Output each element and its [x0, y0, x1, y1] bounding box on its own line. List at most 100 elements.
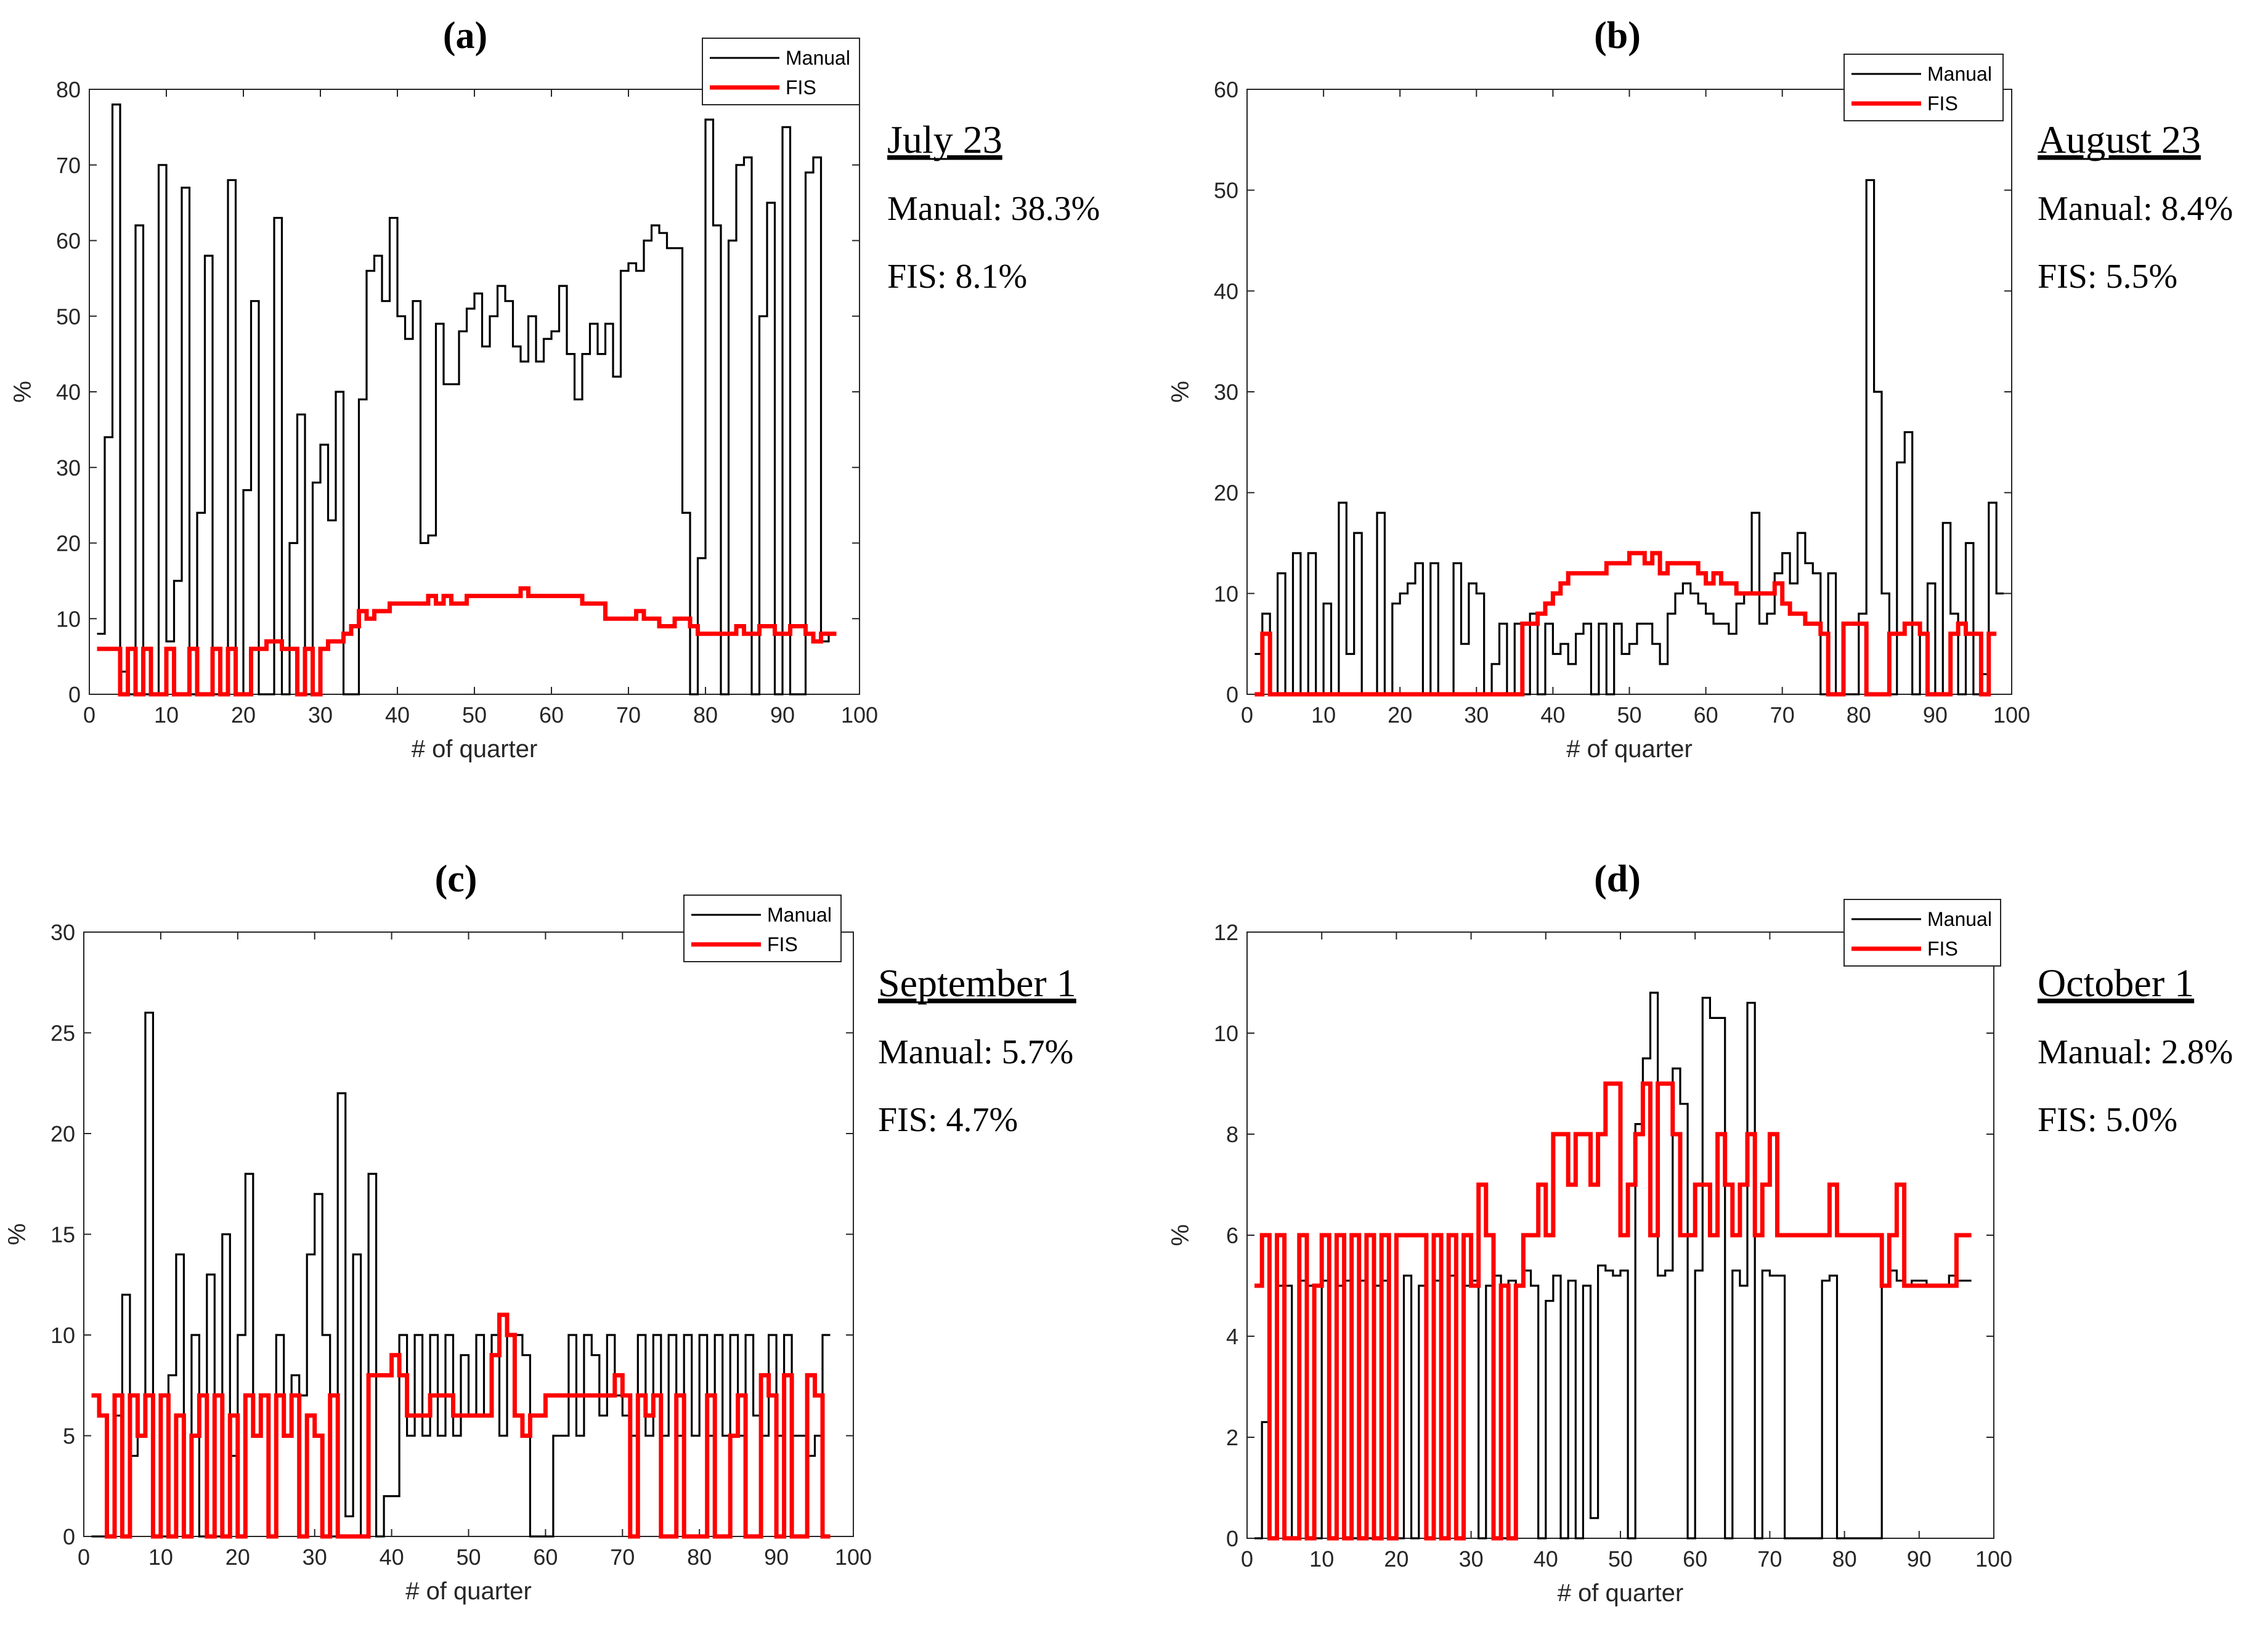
x-tick-label: 100 — [1975, 1546, 2012, 1572]
x-tick-label: 70 — [1770, 702, 1795, 728]
x-tick-label: 100 — [835, 1544, 872, 1570]
y-tick-label: 40 — [56, 379, 81, 405]
y-axis-label: % — [9, 381, 36, 403]
annotation-manual-percentage: Manual: 8.4% — [2038, 190, 2233, 228]
series-line-fis — [91, 1312, 831, 1539]
y-tick-label: 12 — [1214, 920, 1238, 945]
chart-panel-b: (b)0 10 20 30 40 50 60 70 80 90 1000102030405060# … — [1167, 15, 2233, 763]
legend-box — [1843, 54, 2004, 121]
x-tick-label: 60 — [1683, 1546, 1707, 1572]
series-line-fis — [97, 586, 837, 697]
y-tick-label: 70 — [56, 153, 81, 178]
x-tick-label: 10 — [148, 1544, 173, 1570]
annotation-date: September 1 — [878, 961, 1076, 1005]
y-tick-label: 40 — [1214, 278, 1238, 304]
annotation-fis-percentage: FIS: 5.5% — [2038, 258, 2177, 296]
legend: Manual FIS — [683, 895, 842, 962]
y-tick-label: 30 — [56, 455, 81, 481]
x-tick-label: 80 — [687, 1544, 712, 1570]
annotation-manual-percentage: Manual: 38.3% — [887, 190, 1100, 228]
chart-panel-c: (c) 0 10 20 30 40 50 60 70 80 90 100 0 5 10 15 20 25 30 # o… — [4, 858, 1076, 1605]
y-axis-label: % — [1167, 381, 1194, 403]
x-tick-label: 80 — [1832, 1546, 1857, 1572]
x-tick-label: 40 — [1540, 702, 1565, 728]
legend-entry-fis: FIS — [1927, 92, 1958, 115]
x-axis-label: # of quarter — [1566, 736, 1693, 763]
legend-box — [683, 895, 842, 962]
x-tick-label: 40 — [385, 702, 410, 728]
x-tick-label: 0 — [78, 1544, 90, 1570]
x-tick-label: 100 — [841, 702, 878, 728]
series-line-manual — [1254, 991, 1972, 1540]
annotation-fis-percentage: FIS: 8.1% — [887, 258, 1027, 296]
y-tick-label: 15 — [51, 1222, 75, 1248]
x-tick-label: 40 — [380, 1544, 404, 1570]
y-tick-label: 50 — [1214, 178, 1238, 203]
legend: Manual FIS — [1843, 899, 2001, 967]
y-tick-label: 0 — [1226, 682, 1238, 707]
legend-entry-fis: FIS — [1927, 938, 1958, 960]
y-tick-label: 20 — [56, 531, 81, 556]
y-tick-label: 6 — [1226, 1223, 1238, 1248]
annotation-block: September 1 Manual: 5.7% FIS: 4.7% — [878, 961, 1076, 1139]
legend-entry-manual: Manual — [1927, 63, 1992, 85]
y-tick-label: 8 — [1226, 1122, 1238, 1147]
annotation-fis-percentage: FIS: 4.7% — [878, 1101, 1018, 1139]
x-tick-label: 20 — [1384, 1546, 1408, 1572]
x-tick-label: 60 — [533, 1544, 558, 1570]
series-line-manual — [91, 1012, 831, 1538]
legend: Manual FIS — [702, 38, 860, 105]
x-tick-label: 20 — [231, 702, 256, 728]
y-tick-label: 60 — [1214, 77, 1238, 102]
panel-title: (a) — [443, 15, 487, 57]
y-tick-label: 30 — [1214, 379, 1238, 405]
x-tick-label: 60 — [1694, 702, 1718, 728]
y-tick-label: 2 — [1226, 1425, 1238, 1450]
x-tick-label: 0 — [1241, 702, 1253, 728]
y-tick-label: 5 — [63, 1424, 75, 1449]
x-tick-label: 90 — [1907, 1546, 1932, 1572]
x-tick-label: 30 — [303, 1544, 327, 1570]
x-tick-label: 10 — [1311, 702, 1336, 728]
annotation-date: August 23 — [2038, 118, 2201, 161]
series-line-fis — [1254, 1081, 1972, 1541]
y-tick-label: 0 — [1226, 1526, 1238, 1551]
y-tick-label: 20 — [1214, 481, 1238, 506]
y-tick-label: 60 — [56, 229, 81, 254]
annotation-date: October 1 — [2038, 961, 2194, 1005]
y-tick-label: 0 — [68, 682, 81, 707]
x-tick-label: 10 — [1309, 1546, 1334, 1572]
legend-box — [1843, 899, 2001, 967]
annotation-fis-percentage: FIS: 5.0% — [2038, 1101, 2177, 1139]
annotation-date: July 23 — [887, 118, 1002, 161]
x-tick-label: 100 — [1993, 702, 2030, 728]
x-tick-label: 70 — [616, 702, 641, 728]
x-tick-label: 30 — [1459, 1546, 1484, 1572]
y-axis-label: % — [4, 1223, 31, 1246]
y-tick-label: 25 — [51, 1021, 75, 1046]
series-line-manual — [1254, 179, 2004, 696]
x-tick-label: 50 — [1617, 702, 1641, 728]
y-tick-label: 20 — [51, 1121, 75, 1146]
series-line-fis — [1254, 551, 1997, 697]
legend-box — [702, 38, 860, 105]
x-tick-label: 70 — [1757, 1546, 1782, 1572]
legend: Manual FIS — [1843, 54, 2004, 121]
x-tick-label: 20 — [1388, 702, 1412, 728]
chart-panel-d: (d) 0 10 20 30 40 50 60 70 80 90 100 0 2 4 6 8 10 12 # of q… — [1167, 858, 2233, 1607]
legend-entry-manual: Manual — [1927, 908, 1992, 930]
annotation-block: August 23 Manual: 8.4% FIS: 5.5% — [2038, 118, 2233, 296]
y-tick-label: 10 — [1214, 581, 1238, 606]
x-tick-label: 10 — [154, 702, 179, 728]
series-line-manual — [97, 103, 837, 696]
x-tick-label: 50 — [462, 702, 487, 728]
x-axis-label: # of quarter — [412, 736, 538, 763]
y-tick-label: 10 — [1214, 1021, 1238, 1046]
x-tick-label: 90 — [1923, 702, 1948, 728]
x-tick-label: 70 — [610, 1544, 635, 1570]
y-tick-label: 50 — [56, 304, 81, 329]
x-tick-label: 80 — [1847, 702, 1871, 728]
x-tick-label: 30 — [308, 702, 333, 728]
x-tick-label: 50 — [456, 1544, 481, 1570]
